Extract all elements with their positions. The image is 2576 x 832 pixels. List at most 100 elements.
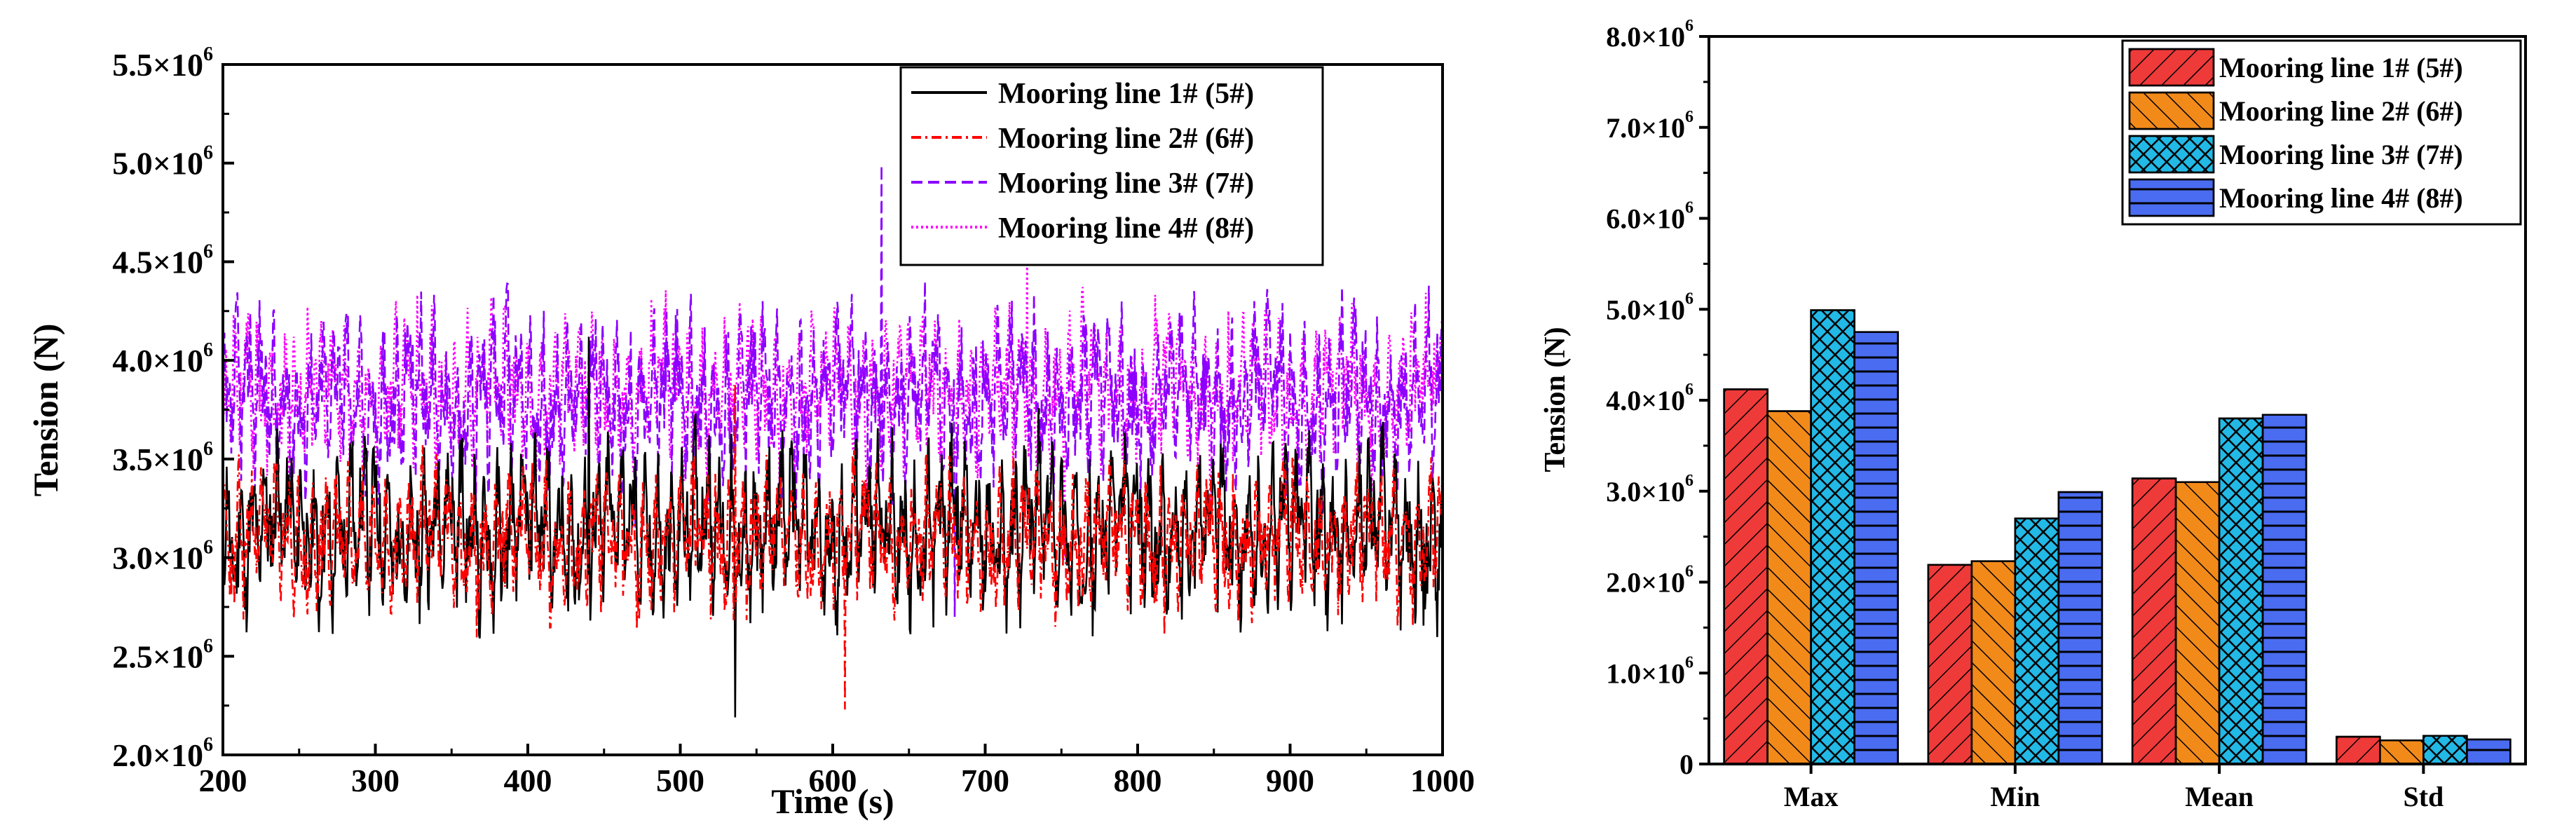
- right-x-tick-label: Mean: [2185, 781, 2254, 812]
- right-y-tick-label-exponent: 6: [1685, 472, 1694, 490]
- time-series-chart: 200 300 400 500 600 700 800 900 1000 2.0×1062.5×…: [26, 43, 1475, 821]
- bar-min-line-1: [1927, 564, 1973, 765]
- left-y-tick-label-mantissa: 5.5×10: [112, 47, 203, 83]
- series-line-3: [223, 165, 1443, 618]
- right-y-axis-title: Tension (N): [1539, 327, 1572, 472]
- left-y-tick-label: 5.0×106: [112, 142, 213, 182]
- right-y-tick-label-mantissa: 0: [1679, 749, 1694, 780]
- bar-min-line-2: [1970, 560, 2017, 765]
- right-y-tick-label: 0: [1679, 749, 1694, 780]
- left-y-tick-label: 4.0×106: [112, 339, 213, 379]
- right-y-tick-label-mantissa: 8.0×10: [1606, 21, 1685, 53]
- left-y-tick-label-exponent: 6: [203, 438, 213, 460]
- left-y-tick-label-exponent: 6: [203, 43, 213, 65]
- right-y-tick-label: 8.0×106: [1606, 17, 1694, 53]
- bar-marks: [1723, 309, 2512, 765]
- right-y-tick-label-exponent: 6: [1685, 108, 1694, 126]
- bar-mean-line-3: [2218, 417, 2264, 765]
- left-y-tick-label-mantissa: 3.0×10: [112, 540, 203, 576]
- right-legend-swatch-4: [2128, 178, 2215, 217]
- bar-hatch: [2174, 481, 2221, 765]
- left-legend-label-3: Mooring line 3# (7#): [998, 168, 1254, 200]
- left-y-tick-label-exponent: 6: [203, 537, 213, 559]
- left-y-tick-label-mantissa: 2.5×10: [112, 639, 203, 674]
- bar-chart: Max Min Mean Std 01.0×1062.0×1063.0×1064.0×…: [1539, 17, 2527, 812]
- left-y-tick-label-mantissa: 4.5×10: [112, 244, 203, 280]
- right-x-tick-label: Std: [2403, 781, 2444, 812]
- bar-mean-line-4: [2261, 414, 2308, 765]
- right-y-tick-label-mantissa: 3.0×10: [1606, 476, 1685, 507]
- left-y-tick-label-exponent: 6: [203, 339, 213, 361]
- bar-max-line-2: [1766, 410, 1812, 765]
- left-y-ticks: 2.0×1062.5×1063.0×1063.5×1064.0×1064.5×1…: [112, 43, 234, 773]
- left-y-tick-label-mantissa: 4.0×10: [112, 343, 203, 379]
- left-x-tick-label: 600: [809, 763, 857, 798]
- series-lines: [223, 165, 1443, 718]
- right-y-tick-label: 3.0×106: [1606, 472, 1694, 507]
- left-x-axis-title: Time (s): [771, 782, 894, 821]
- right-y-tick-label-mantissa: 6.0×10: [1606, 203, 1685, 235]
- left-x-tick-label: 500: [656, 763, 704, 798]
- left-legend-label-2: Mooring line 2# (6#): [998, 123, 1254, 155]
- bar-std-line-1: [2336, 735, 2381, 765]
- left-x-ticks: 200 300 400 500 600 700 800 900 1000: [199, 744, 1475, 798]
- right-legend-label-1: Mooring line 1# (5#): [2219, 52, 2463, 83]
- bar-min-line-4: [2057, 491, 2104, 765]
- series-line-2: [223, 383, 1443, 710]
- left-y-tick-label-mantissa: 3.5×10: [112, 442, 203, 477]
- left-legend: Mooring line 1# (5#) Mooring line 2# (6#)…: [899, 66, 1324, 266]
- right-y-tick-label-mantissa: 1.0×10: [1606, 657, 1685, 689]
- left-y-tick-label-exponent: 6: [203, 240, 213, 262]
- right-y-tick-label-mantissa: 2.0×10: [1606, 567, 1685, 599]
- right-y-tick-label-exponent: 6: [1685, 381, 1694, 399]
- left-x-tick-label: 700: [961, 763, 1009, 798]
- right-legend: Mooring line 1# (5#) Mooring line 2# (6#)…: [2121, 39, 2522, 226]
- left-y-tick-label: 2.5×106: [112, 635, 213, 674]
- bar-hatch: [2379, 739, 2425, 765]
- left-y-tick-label-exponent: 6: [203, 142, 213, 164]
- bar-std-line-4: [2466, 738, 2512, 765]
- left-y-tick-label: 2.0×106: [112, 734, 213, 773]
- bar-hatch: [2336, 735, 2381, 765]
- right-y-tick-label-exponent: 6: [1685, 563, 1694, 581]
- left-x-tick-label: 300: [351, 763, 400, 798]
- left-y-tick-label-mantissa: 5.0×10: [112, 146, 203, 182]
- right-y-tick-label-mantissa: 5.0×10: [1606, 294, 1685, 325]
- left-y-tick-label-exponent: 6: [203, 635, 213, 657]
- left-legend-label-1: Mooring line 1# (5#): [998, 78, 1254, 110]
- bar-std-line-2: [2379, 739, 2425, 765]
- left-x-tick-label: 200: [199, 763, 247, 798]
- left-x-tick-label: 800: [1114, 763, 1162, 798]
- series-line-1: [223, 336, 1443, 718]
- right-y-ticks: 01.0×1062.0×1063.0×1064.0×1065.0×1066.0×…: [1606, 17, 1709, 780]
- right-y-tick-label-exponent: 6: [1685, 653, 1694, 671]
- bar-hatch: [1853, 331, 1899, 765]
- bar-hatch: [2261, 414, 2308, 765]
- bar-min-line-3: [2014, 517, 2060, 765]
- left-legend-box: [899, 66, 1324, 266]
- right-y-tick-label-mantissa: 7.0×10: [1606, 112, 1685, 144]
- bar-std-line-3: [2422, 735, 2468, 765]
- right-legend-label-4: Mooring line 4# (8#): [2219, 182, 2463, 214]
- left-y-tick-label: 4.5×106: [112, 240, 213, 280]
- right-y-tick-label-mantissa: 4.0×10: [1606, 385, 1685, 416]
- left-x-tick-label: 900: [1266, 763, 1314, 798]
- right-y-tick-label-exponent: 6: [1685, 17, 1694, 35]
- bar-mean-line-1: [2131, 477, 2177, 765]
- bar-hatch: [2422, 735, 2468, 765]
- left-x-tick-label: 400: [504, 763, 552, 798]
- right-y-tick-label: 6.0×106: [1606, 199, 1694, 235]
- right-x-tick-label: Min: [1990, 781, 2040, 812]
- right-y-tick-label: 5.0×106: [1606, 289, 1694, 325]
- bar-hatch: [1927, 564, 1973, 765]
- bar-mean-line-2: [2174, 481, 2221, 765]
- right-legend-swatch-1: [2128, 48, 2215, 87]
- right-y-tick-label: 2.0×106: [1606, 563, 1694, 599]
- bar-max-line-1: [1723, 388, 1769, 765]
- bar-hatch: [2057, 491, 2104, 765]
- right-y-tick-label: 7.0×106: [1606, 108, 1694, 144]
- bar-hatch: [1723, 388, 1769, 765]
- right-x-tick-label: Max: [1784, 781, 1839, 812]
- bar-hatch: [2466, 738, 2512, 765]
